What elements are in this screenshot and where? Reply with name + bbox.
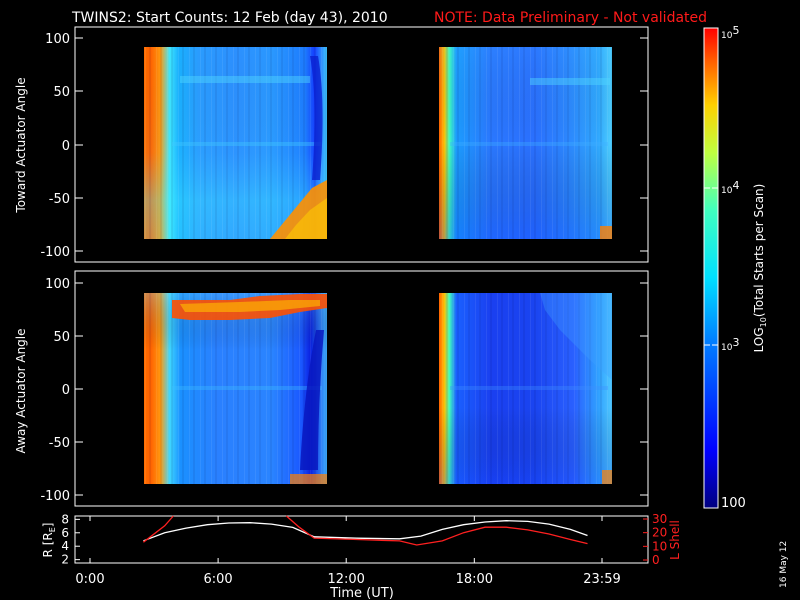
- away-yticks: 100 50 0 -50 -100: [40, 277, 648, 504]
- away-ytick-label: -100: [40, 489, 70, 504]
- away-block-2-corner-hot: [602, 470, 612, 484]
- orbit-y2tick-label: 20: [652, 526, 667, 540]
- toward-ytick-label: -50: [49, 192, 70, 207]
- away-block-2-band-0: [450, 386, 608, 390]
- toward-block-1-band-0: [172, 142, 322, 146]
- l-shell-lines: [143, 515, 588, 546]
- date-stamp: 16 May 12: [779, 541, 789, 588]
- toward-block-1-corner-warm: [285, 198, 327, 239]
- orbit-frame: [74, 515, 649, 564]
- orbit-ytick-label: 2: [61, 553, 69, 567]
- time-tick-label: 12:00: [327, 572, 364, 587]
- away-block-1-band-0: [172, 386, 322, 390]
- toward-block-2-corner-hot: [600, 226, 612, 239]
- orbit-ylabel: R [RE]: [41, 523, 57, 558]
- toward-ylabel: Toward Actuator Angle: [14, 77, 28, 213]
- l-shell-segment: [285, 515, 588, 546]
- toward-block-1-hump: [310, 56, 323, 180]
- colorbar-tick-label: 103: [721, 336, 739, 353]
- orbit-ytick-label: 6: [61, 526, 69, 540]
- away-ytick-label: -50: [49, 436, 70, 451]
- time-tick-label: 23:59: [583, 572, 620, 587]
- time-tick-label: 6:00: [204, 572, 233, 587]
- orbit-y2tick-label: 30: [652, 512, 667, 526]
- toward-ytick-label: -100: [40, 245, 70, 260]
- away-ytick-label: 100: [45, 277, 70, 292]
- orbit-ytick-label: 4: [61, 539, 69, 553]
- toward-ytick-label: 100: [45, 32, 70, 47]
- away-ylabel: Away Actuator Angle: [14, 328, 28, 453]
- orbit-ytick-label: 8: [61, 512, 69, 526]
- toward-block-2-band-0: [450, 142, 608, 146]
- away-block-1-warm-band: [180, 300, 320, 312]
- away-ytick-label: 0: [62, 383, 70, 398]
- time-axis-label: Time (UT): [329, 586, 394, 600]
- away-block-2-light-region: [540, 293, 612, 380]
- toward-ytick-label: 50: [53, 85, 70, 100]
- colorbar-tick-label: 105: [721, 24, 739, 41]
- colorbar-title: LOG10(Total Starts per Scan): [752, 184, 768, 353]
- orbit-y2tick-label: 10: [652, 539, 667, 553]
- away-block-1-texture: [144, 293, 327, 484]
- toward-ytick-label: 0: [62, 139, 70, 154]
- away-block-1-hump: [300, 330, 324, 470]
- l-shell-segment: [143, 515, 174, 543]
- time-tick-label: 18:00: [456, 572, 493, 587]
- r-distance-line: [143, 520, 588, 542]
- toward-panel: Toward Actuator Angle 100 50 0 -50 -100: [14, 26, 649, 263]
- preliminary-note: NOTE: Data Preliminary - Not validated: [434, 10, 707, 26]
- orbit-y2label: L Shell: [668, 520, 682, 560]
- colorbar-ramp: [703, 27, 719, 509]
- colorbar-tick-label: 104: [721, 179, 739, 196]
- away-panel: Away Actuator Angle 100 50 0 -50 -100: [14, 270, 649, 507]
- toward-yticks: 100 50 0 -50 -100: [40, 32, 648, 260]
- toward-block-2-texture: [439, 47, 612, 239]
- time-tick-label: 0:00: [75, 572, 104, 587]
- toward-block-2-band-60: [530, 78, 610, 85]
- away-ytick-label: 50: [53, 330, 70, 345]
- figure-title: TWINS2: Start Counts: 12 Feb (day 43), 2…: [71, 10, 388, 26]
- colorbar: 105 104 103 100 LOG10(Total Starts per S…: [703, 24, 768, 511]
- orbit-y2tick-label: 0: [652, 553, 660, 567]
- toward-block-1-band-60: [180, 76, 310, 83]
- away-block-2-texture: [439, 293, 612, 484]
- colorbar-bottom-label: 100: [721, 496, 746, 511]
- away-block-1-corner-hot: [290, 474, 327, 484]
